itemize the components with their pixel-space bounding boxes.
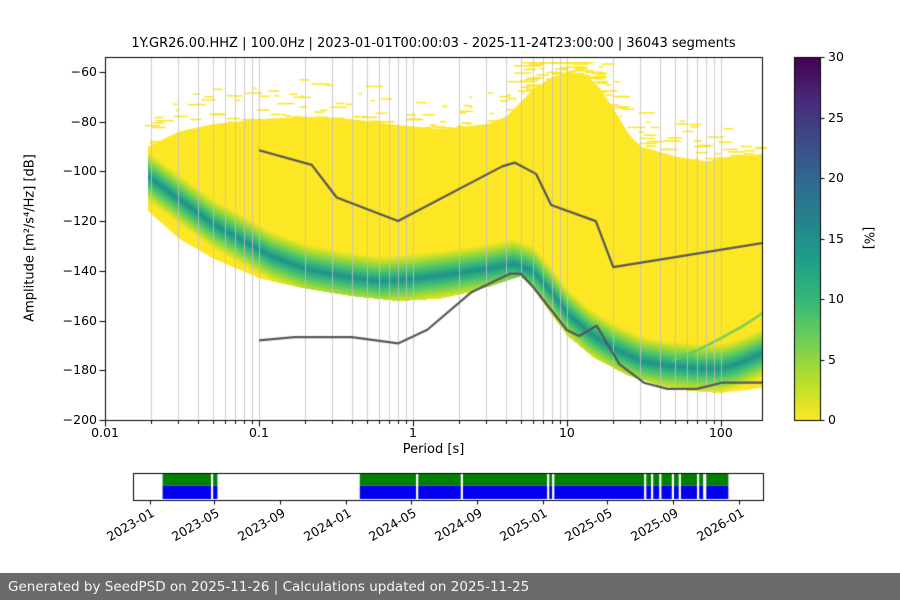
chart-title: 1Y.GR26.00.HHZ | 100.0Hz | 2023-01-01T00… [131,36,736,51]
x-tick-label: 0.01 [91,425,119,440]
colorbar-tick-label: 30 [828,49,844,64]
x-tick-label: 100 [708,425,733,440]
colorbar-tick-label: 5 [828,351,836,367]
y-tick-label: −60 [70,63,97,79]
x-axis-label: Period [s] [402,442,465,457]
footer-text: Generated by SeedPSD on 2025-11-26 | Cal… [8,578,530,595]
y-tick-label: −200 [62,412,97,427]
x-tick-label: 0.1 [249,425,269,440]
colorbar-tick-label: 15 [828,230,844,246]
x-tick-label: 10 [558,425,575,440]
y-tick-label: −180 [62,362,97,378]
colorbar-tick-label: 0 [828,412,836,427]
colorbar-tick-label: 20 [828,170,844,185]
footer-bar: Generated by SeedPSD on 2025-11-26 | Cal… [0,573,900,600]
y-tick-label: −100 [62,163,97,179]
y-axis-label: Amplitude [m²/s⁴/Hz] [dB] [22,154,38,322]
colorbar-tick-label: 10 [828,291,844,306]
x-tick-label: 1 [408,425,417,440]
y-tick-label: −80 [70,113,97,129]
y-tick-label: −160 [62,312,97,328]
colorbar-unit-label: [%] [860,226,876,250]
colorbar-tick-label: 25 [828,109,844,125]
y-tick-label: −140 [62,262,97,278]
y-tick-label: −120 [62,213,97,229]
